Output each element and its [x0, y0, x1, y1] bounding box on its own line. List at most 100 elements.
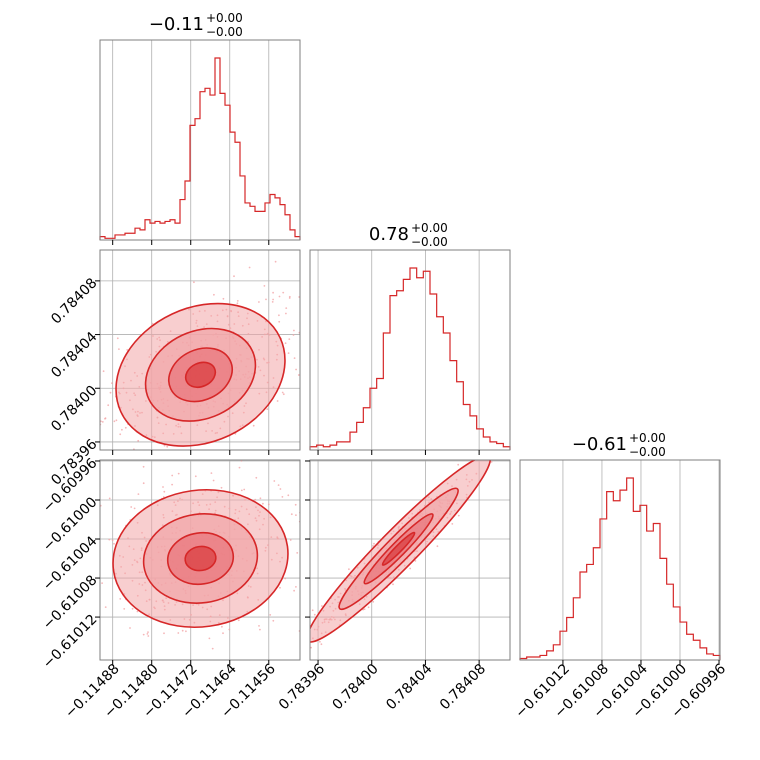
title-upper-param-3: +0.00 [629, 431, 666, 445]
sample-point [111, 382, 113, 384]
sample-point [304, 579, 306, 581]
sample-point [162, 486, 164, 488]
title-value-param-1: −0.11 [149, 14, 204, 35]
sample-point [133, 507, 136, 510]
sample-point [246, 455, 248, 457]
sample-point [490, 461, 493, 463]
sample-point [146, 633, 149, 635]
sample-point [293, 589, 295, 592]
sample-point [84, 431, 86, 433]
sample-point [287, 352, 290, 354]
sample-point [323, 566, 325, 568]
title-upper-param-1: +0.00 [206, 11, 243, 25]
sample-point [212, 479, 215, 482]
sample-point [288, 338, 291, 340]
sample-point [310, 646, 312, 649]
sample-point [373, 542, 375, 545]
sample-point [258, 301, 260, 303]
sample-point [321, 561, 323, 563]
sample-point [95, 411, 97, 413]
sample-point [269, 614, 272, 616]
sample-point [457, 514, 460, 517]
panel-body [85, 454, 325, 669]
sample-point [193, 281, 195, 284]
scatter-panel-3 [282, 448, 511, 666]
title-param-3: −0.61 +0.00 −0.00 [572, 431, 666, 459]
sample-point [303, 639, 305, 641]
sample-point [287, 494, 290, 497]
title-lower-param-2: −0.00 [411, 235, 448, 249]
sample-point [312, 474, 314, 476]
sample-point [285, 312, 287, 315]
sample-point [311, 609, 314, 612]
sample-point [127, 452, 129, 454]
sample-point [480, 448, 482, 450]
sample-point [280, 454, 282, 456]
sample-point [119, 598, 122, 600]
panel-frame [99, 459, 301, 661]
sample-point [162, 667, 164, 669]
sample-point [155, 662, 157, 664]
sample-point [210, 472, 213, 474]
sample-point [392, 583, 394, 586]
sample-point [302, 623, 304, 625]
sample-point [314, 518, 316, 520]
sample-point [436, 545, 439, 548]
sample-point [303, 647, 305, 649]
panel-frame [99, 249, 301, 451]
panel-frame [519, 459, 721, 661]
sample-point [320, 643, 323, 646]
sample-point [136, 610, 139, 613]
sample-point [285, 307, 288, 309]
sample-point [109, 391, 112, 394]
density-contour [184, 545, 217, 572]
sample-point [85, 654, 87, 656]
sample-point [314, 333, 316, 335]
y-tick-label: 0.78404 [48, 329, 100, 381]
title-param-2: 0.78 +0.00 −0.00 [369, 221, 448, 249]
sample-point [259, 497, 262, 500]
sample-point [171, 483, 174, 486]
sample-point [272, 619, 275, 622]
density-contour [381, 531, 416, 566]
sample-point [292, 334, 295, 336]
scatter-panel-1 [80, 249, 316, 471]
hist-panel-2 [309, 249, 511, 455]
sample-point [279, 488, 282, 490]
sample-point [139, 469, 141, 471]
sample-point [163, 490, 166, 493]
title-value-param-3: −0.61 [572, 434, 627, 455]
sample-point [142, 633, 145, 636]
sample-point [297, 374, 300, 376]
sample-point [119, 433, 122, 436]
sample-point [307, 567, 309, 569]
x-tick-label: 0.78400 [330, 661, 382, 713]
sample-point [272, 298, 274, 301]
sample-point [293, 357, 296, 359]
sample-point [243, 488, 246, 491]
sample-point [457, 463, 460, 466]
title-upper-param-2: +0.00 [411, 221, 448, 235]
sample-point [284, 342, 287, 345]
sample-point [163, 444, 166, 447]
sample-point [238, 466, 241, 469]
sample-point [258, 625, 260, 627]
sample-point [254, 498, 257, 501]
sample-point [282, 664, 284, 666]
sample-point [288, 297, 291, 299]
histogram-param-2 [309, 267, 511, 450]
sample-point [372, 545, 374, 547]
sample-point [494, 457, 496, 459]
sample-point [130, 506, 133, 508]
sample-point [80, 370, 82, 372]
sample-point [101, 582, 103, 584]
sample-point [363, 608, 366, 610]
sample-point [87, 418, 89, 420]
sample-point [480, 457, 482, 459]
sample-point [113, 542, 115, 545]
sample-point [319, 640, 321, 643]
sample-point [126, 349, 129, 351]
sample-point [278, 314, 280, 317]
sample-point [113, 420, 116, 423]
sample-point [266, 408, 269, 410]
